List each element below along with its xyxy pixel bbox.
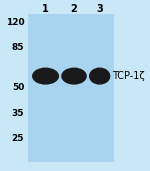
Ellipse shape [32,68,59,85]
FancyBboxPatch shape [28,14,114,162]
Text: 50: 50 [12,83,24,91]
Text: 85: 85 [12,43,24,52]
Ellipse shape [61,68,87,85]
Text: 35: 35 [12,109,24,118]
Text: 3: 3 [96,4,103,14]
Text: TCP-1ζ: TCP-1ζ [112,71,144,81]
Text: 2: 2 [71,4,77,14]
Text: 120: 120 [6,18,24,27]
Text: 25: 25 [12,134,24,143]
Ellipse shape [89,68,110,85]
Text: 1: 1 [42,4,49,14]
